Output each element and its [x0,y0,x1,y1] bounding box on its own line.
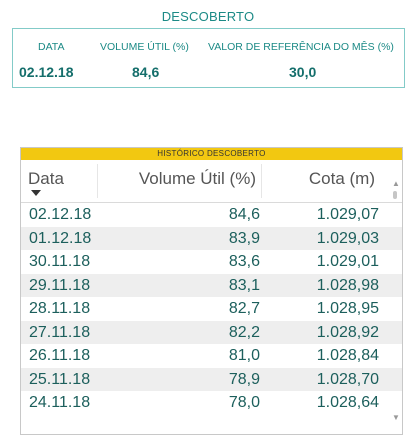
table-row[interactable]: 30.11.18 83,6 1.029,01 [21,250,402,274]
kpi-date-label: DATA [38,41,65,53]
table-header: Data Volume Útil (%) Cota (m) [21,160,402,203]
cell-cota: 1.029,07 [316,206,379,223]
cell-date: 26.11.18 [29,347,91,364]
table-row[interactable]: 25.11.18 78,9 1.028,70 [21,367,402,391]
cell-volume: 82,2 [228,323,260,341]
cell-date: 01.12.18 [29,229,92,247]
vertical-scrollbar[interactable]: ▲ ▼ [388,160,402,434]
cell-date: 25.11.18 [29,370,91,388]
cell-cota: 1.028,95 [316,300,379,317]
kpi-volume-label: VOLUME ÚTIL (%) [100,41,189,53]
table-row[interactable]: 01.12.18 83,9 1.029,03 [21,226,402,250]
sort-down-arrow-icon[interactable] [31,190,41,196]
cell-volume: 81,0 [228,347,260,364]
cell-date: 30.11.18 [29,253,91,270]
section-title: DESCOBERTO [161,9,255,24]
cell-date: 27.11.18 [29,323,91,341]
cell-cota: 1.028,84 [316,347,379,364]
cell-volume: 82,7 [228,300,260,317]
cell-cota: 1.029,03 [316,229,379,247]
cell-date: 02.12.18 [29,206,92,223]
scroll-thumb[interactable] [393,191,397,199]
kpi-volume-value: 84,6 [132,64,160,80]
cell-date: 24.11.18 [29,394,91,411]
cell-cota: 1.028,98 [316,276,379,294]
column-header-date[interactable]: Data [28,169,64,188]
scroll-up-arrow-icon[interactable]: ▲ [392,179,400,188]
kpi-reference-label: VALOR DE REFERÊNCIA DO MÊS (%) [208,41,394,53]
column-header-volume[interactable]: Volume Útil (%) [138,169,256,188]
cell-volume: 78,0 [228,394,260,411]
column-header-cota[interactable]: Cota (m) [308,169,375,188]
cell-cota: 1.028,64 [316,394,379,411]
table-row[interactable]: 26.11.18 81,0 1.028,84 [21,344,402,368]
cell-volume: 84,6 [228,206,260,223]
cell-cota: 1.029,01 [316,253,379,270]
scroll-down-arrow-icon[interactable]: ▼ [392,413,400,422]
table-row[interactable]: 27.11.18 82,2 1.028,92 [21,320,402,344]
table-body: 02.12.18 84,6 1.029,07 01.12.18 83,9 1.0… [21,203,402,415]
cell-cota: 1.028,92 [316,323,379,341]
cell-volume: 83,6 [228,253,260,270]
table-row[interactable]: 28.11.18 82,7 1.028,95 [21,297,402,321]
kpi-date-value: 02.12.18 [19,64,74,80]
cell-volume: 78,9 [228,370,260,388]
table-banner: HISTÓRICO DESCOBERTO [21,148,402,160]
table-row[interactable]: 29.11.18 83,1 1.028,98 [21,273,402,297]
table-row[interactable]: 24.11.18 78,0 1.028,64 [21,391,402,415]
column-divider[interactable] [97,164,98,198]
kpi-card: DATA VOLUME ÚTIL (%) VALOR DE REFERÊNCIA… [12,28,405,88]
table-row[interactable]: 02.12.18 84,6 1.029,07 [21,203,402,227]
cell-cota: 1.028,70 [316,370,379,388]
column-divider[interactable] [261,164,262,198]
kpi-reference-value: 30,0 [289,64,317,80]
cell-volume: 83,1 [228,276,260,294]
cell-volume: 83,9 [228,229,260,247]
cell-date: 29.11.18 [29,276,91,294]
cell-date: 28.11.18 [29,300,91,317]
history-table: HISTÓRICO DESCOBERTO Data Volume Útil (%… [20,147,403,435]
